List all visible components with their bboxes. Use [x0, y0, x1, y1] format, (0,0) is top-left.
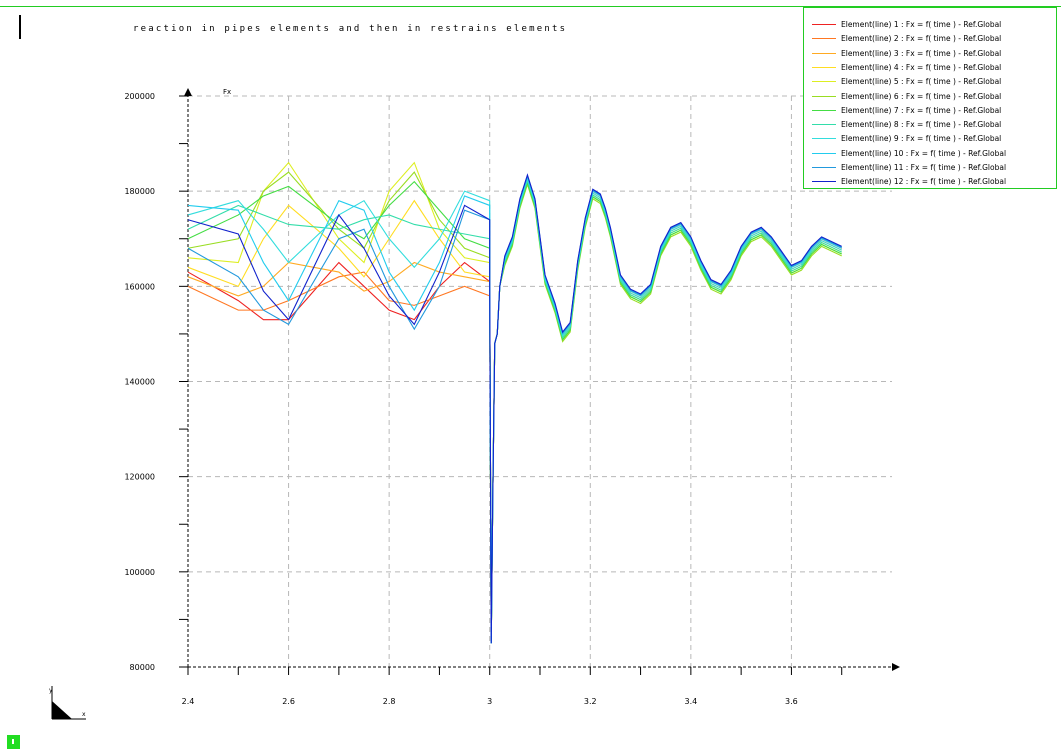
legend-item[interactable]: Element(line) 1 : Fx = f( time ) - Ref.G…	[812, 18, 1001, 31]
legend-item[interactable]: Element(line) 11 : Fx = f( time ) - Ref.…	[812, 161, 1006, 174]
legend-label: Element(line) 7 : Fx = f( time ) - Ref.G…	[841, 105, 1002, 115]
window-top-border	[0, 6, 1061, 7]
legend-label: Element(line) 9 : Fx = f( time ) - Ref.G…	[841, 134, 1002, 144]
legend-item[interactable]: Element(line) 3 : Fx = f( time ) - Ref.G…	[812, 47, 1001, 60]
legend-item[interactable]: Element(line) 6 : Fx = f( time ) - Ref.G…	[812, 90, 1001, 103]
legend-item[interactable]: Element(line) 8 : Fx = f( time ) - Ref.G…	[812, 118, 1001, 131]
y-tick-label: 200000	[124, 92, 155, 101]
legend-item[interactable]: Element(line) 10 : Fx = f( time ) - Ref.…	[812, 147, 1006, 160]
x-axis-arrow-icon	[892, 663, 900, 671]
x-tick-label: 3	[487, 697, 492, 706]
series-line-12	[187, 173, 842, 644]
y-axis-arrow-icon	[184, 88, 192, 96]
chart-title: reaction in pipes elements and then in r…	[133, 24, 568, 34]
series-lines	[187, 161, 842, 644]
y-tick-label: 140000	[124, 378, 155, 387]
y-axis-label: Fx	[223, 88, 231, 96]
legend-swatch	[812, 152, 836, 154]
axis-triad-icon: y x	[49, 686, 86, 720]
legend-label: Element(line) 10 : Fx = f( time ) - Ref.…	[841, 148, 1007, 158]
svg-text:x: x	[82, 711, 86, 718]
legend-label: Element(line) 2 : Fx = f( time ) - Ref.G…	[841, 34, 1002, 44]
legend-item[interactable]: Element(line) 7 : Fx = f( time ) - Ref.G…	[812, 104, 1001, 117]
legend-item[interactable]: Element(line) 9 : Fx = f( time ) - Ref.G…	[812, 132, 1001, 145]
x-tick-label: 2.6	[282, 697, 295, 706]
axes	[179, 88, 900, 675]
legend-label: Element(line) 8 : Fx = f( time ) - Ref.G…	[841, 120, 1002, 130]
grid-lines	[188, 95, 892, 667]
x-tick-label: 3.2	[584, 697, 597, 706]
x-tick-label: 2.8	[383, 697, 396, 706]
y-tick-label: 120000	[124, 473, 155, 482]
legend-item[interactable]: Element(line) 2 : Fx = f( time ) - Ref.G…	[812, 32, 1001, 45]
y-tick-label: 160000	[124, 282, 155, 291]
legend-item[interactable]: Element(line) 12 : Fx = f( time ) - Ref.…	[812, 175, 1006, 188]
tick-labels: 2.4 2.6 2.8 3 3.2 3.4 3.6 80000 100000 120000 1400…	[124, 88, 797, 706]
legend-label: Element(line) 12 : Fx = f( time ) - Ref.…	[841, 177, 1007, 187]
y-tick-label: 80000	[130, 663, 155, 672]
legend-swatch	[812, 38, 836, 40]
status-indicator[interactable]	[7, 735, 20, 749]
legend-swatch	[812, 52, 836, 54]
legend-swatch	[812, 181, 836, 183]
chart-legend: Element(line) 1 : Fx = f( time ) - Ref.G…	[803, 7, 1057, 189]
legend-swatch	[812, 167, 836, 168]
legend-swatch	[812, 138, 836, 140]
x-tick-label: 3.6	[785, 697, 798, 706]
svg-text:y: y	[49, 687, 53, 694]
legend-swatch	[812, 66, 836, 68]
y-tick-label: 100000	[124, 568, 155, 577]
legend-swatch	[812, 24, 836, 25]
y-tick-label: 180000	[124, 187, 155, 196]
legend-swatch	[812, 95, 836, 97]
legend-swatch	[812, 109, 836, 111]
legend-item[interactable]: Element(line) 5 : Fx = f( time ) - Ref.G…	[812, 75, 1001, 88]
legend-label: Element(line) 11 : Fx = f( time ) - Ref.…	[841, 163, 1007, 172]
legend-label: Element(line) 5 : Fx = f( time ) - Ref.G…	[841, 77, 1002, 87]
series-line-7	[187, 180, 842, 644]
legend-label: Element(line) 4 : Fx = f( time ) - Ref.G…	[841, 62, 1002, 72]
legend-swatch	[812, 124, 836, 126]
x-tick-label: 3.4	[684, 697, 697, 706]
legend-label: Element(line) 3 : Fx = f( time ) - Ref.G…	[841, 48, 1002, 58]
x-tick-label: 2.4	[182, 697, 195, 706]
legend-label: Element(line) 1 : Fx = f( time ) - Ref.G…	[841, 20, 1002, 29]
legend-item[interactable]: Element(line) 4 : Fx = f( time ) - Ref.G…	[812, 61, 1001, 74]
text-cursor	[19, 15, 21, 39]
legend-label: Element(line) 6 : Fx = f( time ) - Ref.G…	[841, 91, 1002, 101]
legend-swatch	[812, 81, 836, 83]
